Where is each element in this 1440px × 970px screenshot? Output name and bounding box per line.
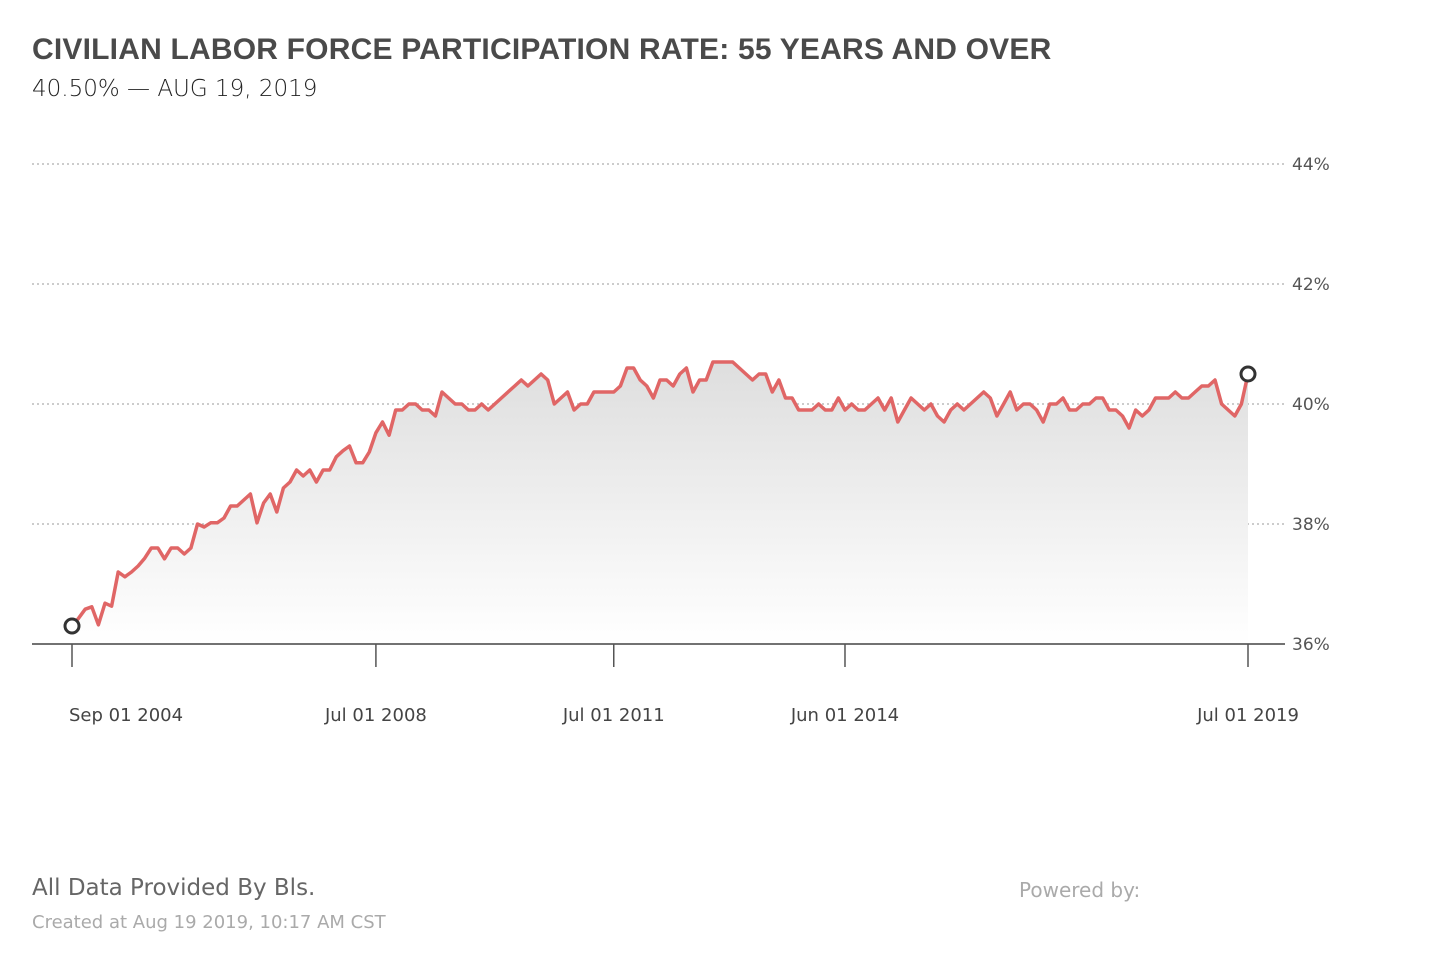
y-tick-label: 36% (1292, 635, 1330, 655)
data-point-marker (63, 617, 81, 635)
y-tick-label: 42% (1292, 275, 1330, 295)
y-axis: 44% 42% 40% 38% 36% (1292, 155, 1330, 655)
y-tick-label: 38% (1292, 515, 1330, 535)
data-source: All Data Provided By Bls. (32, 875, 316, 901)
x-axis: Sep 01 2004 Jul 01 2008 Jul 01 2011 Jun 01 … (69, 644, 1299, 726)
x-tick-label: Jul 01 2011 (562, 705, 665, 726)
y-tick-label: 44% (1292, 155, 1330, 175)
data-point-marker (1239, 365, 1257, 383)
x-tick-label: Sep 01 2004 (69, 705, 183, 726)
area-fill (72, 362, 1248, 644)
latest-value-subtitle: 40.50% — AUG 19, 2019 (32, 76, 318, 102)
x-tick-label: Jul 01 2019 (1196, 705, 1299, 726)
powered-by: Powered by: (1019, 878, 1141, 902)
y-tick-label: 40% (1292, 395, 1330, 415)
series-line (70, 360, 1250, 628)
created-timestamp: Created at Aug 19 2019, 10:17 AM CST (32, 912, 386, 933)
chart-title: CIVILIAN LABOR FORCE PARTICIPATION RATE:… (32, 33, 1052, 66)
markers (63, 365, 1257, 635)
x-tick-label: Jun 01 2014 (790, 705, 899, 726)
x-tick-label: Jul 01 2008 (324, 705, 427, 726)
